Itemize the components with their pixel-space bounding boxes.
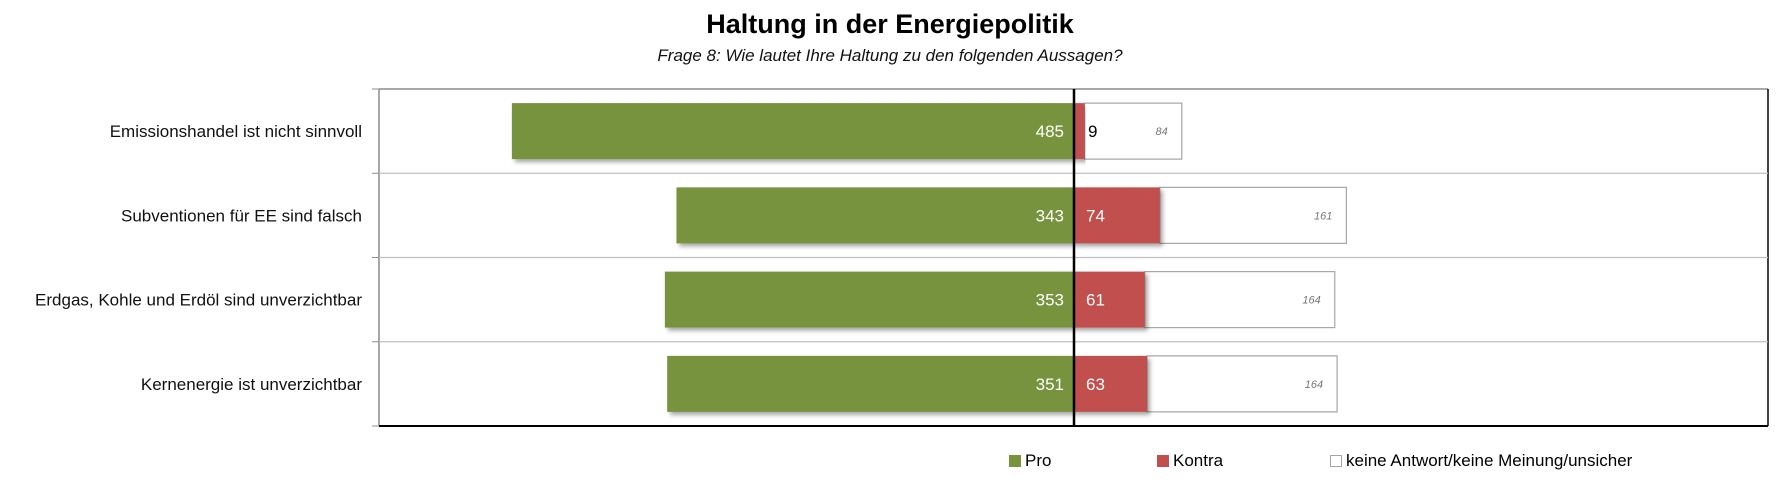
legend-item-pro: Pro: [1009, 451, 1051, 471]
category-label: Emissionshandel ist nicht sinnvoll: [110, 122, 362, 141]
data-label-pro: 353: [1036, 291, 1064, 310]
legend-swatch-kontra: [1157, 455, 1169, 467]
data-label-kontra: 61: [1086, 291, 1105, 310]
bar-kontra: [1074, 355, 1148, 412]
legend-label-kontra: Kontra: [1173, 451, 1224, 470]
data-label-keine-antwort: 164: [1302, 295, 1320, 307]
bar-pro: [667, 355, 1074, 412]
chart-title: Haltung in der Energiepolitik: [706, 9, 1074, 39]
bar-kontra: [1074, 187, 1160, 244]
bar-kontra: [1074, 103, 1085, 160]
data-label-keine-antwort: 164: [1305, 379, 1323, 391]
data-label-keine-antwort: 161: [1314, 210, 1332, 222]
data-label-pro: 485: [1036, 122, 1064, 141]
data-label-pro: 343: [1036, 206, 1064, 225]
category-label: Subventionen für EE sind falsch: [121, 206, 362, 225]
legend-label-pro: Pro: [1025, 451, 1052, 470]
category-label: Kernenergie ist unverzichtbar: [141, 375, 362, 394]
bar-pro: [676, 187, 1074, 244]
legend-swatch-pro: [1009, 455, 1021, 467]
bar-keine-antwort: [1159, 186, 1347, 244]
data-label-kontra: 74: [1086, 206, 1105, 225]
legend-item-keine-antwort: keine Antwort/keine Meinung/unsicher: [1330, 451, 1632, 471]
data-label-pro: 351: [1036, 375, 1064, 394]
data-label-kontra: 63: [1086, 375, 1105, 394]
bar-pro: [511, 103, 1074, 160]
legend-item-kontra: Kontra: [1157, 451, 1223, 471]
bar-keine-antwort: [1144, 271, 1336, 329]
bar-pro: [664, 271, 1074, 328]
legend-label-keine-antwort: keine Antwort/keine Meinung/unsicher: [1346, 451, 1633, 470]
chart-subtitle: Frage 8: Wie lautet Ihre Haltung zu den …: [657, 46, 1123, 65]
data-label-keine-antwort: 84: [1156, 126, 1168, 138]
legend-swatch-keine-antwort: [1330, 455, 1342, 467]
data-label-kontra: 9: [1088, 122, 1097, 141]
bar-kontra: [1074, 271, 1145, 328]
category-label: Erdgas, Kohle und Erdöl sind unverzichtb…: [35, 291, 362, 310]
